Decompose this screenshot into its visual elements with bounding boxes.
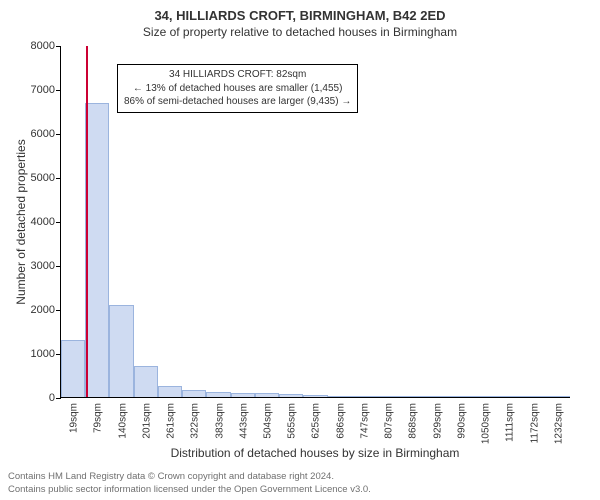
x-tick-label: 1050sqm	[479, 403, 492, 444]
x-tick-label: 929sqm	[430, 403, 443, 439]
histogram-bar	[400, 396, 424, 397]
histogram-bar	[255, 393, 279, 397]
histogram-bar	[134, 366, 158, 397]
y-tick-label: 1000	[31, 348, 61, 360]
histogram-bar	[279, 394, 303, 398]
x-tick-label: 747sqm	[357, 403, 370, 439]
histogram-bar	[85, 103, 109, 397]
histogram-bar	[376, 396, 400, 397]
x-tick-label: 565sqm	[285, 403, 298, 439]
chart-container: 34, HILLIARDS CROFT, BIRMINGHAM, B42 2ED…	[0, 0, 600, 500]
histogram-bar	[61, 340, 85, 397]
chart-title: 34, HILLIARDS CROFT, BIRMINGHAM, B42 2ED	[0, 0, 600, 23]
plot-area: 19sqm79sqm140sqm201sqm261sqm322sqm383sqm…	[60, 46, 570, 398]
histogram-bar	[109, 305, 133, 397]
histogram-bar	[231, 393, 255, 397]
y-tick-label: 2000	[31, 304, 61, 316]
histogram-bar	[425, 396, 449, 397]
property-marker-line	[86, 46, 88, 397]
x-tick-label: 322sqm	[188, 403, 201, 439]
x-tick-label: 990sqm	[454, 403, 467, 439]
x-tick-label: 625sqm	[309, 403, 322, 439]
bar-slot: 868sqm	[400, 46, 424, 397]
y-tick-label: 6000	[31, 128, 61, 140]
x-tick-label: 504sqm	[260, 403, 273, 439]
property-callout: 34 HILLIARDS CROFT: 82sqm ← 13% of detac…	[117, 64, 358, 113]
histogram-bar	[546, 396, 570, 397]
histogram-bar	[303, 395, 327, 397]
y-tick-label: 4000	[31, 216, 61, 228]
histogram-bar	[497, 396, 521, 397]
bar-slot: 1172sqm	[521, 46, 545, 397]
bar-slot: 19sqm	[61, 46, 85, 397]
footer-line2: Contains public sector information licen…	[8, 484, 592, 496]
bar-slot: 1111sqm	[497, 46, 521, 397]
callout-line2: ← 13% of detached houses are smaller (1,…	[124, 82, 351, 96]
x-tick-label: 140sqm	[115, 403, 128, 439]
histogram-bar	[328, 396, 352, 397]
histogram-bar	[206, 392, 230, 397]
chart-subtitle: Size of property relative to detached ho…	[0, 23, 600, 43]
x-tick-label: 443sqm	[236, 403, 249, 439]
plot-area-wrap: 19sqm79sqm140sqm201sqm261sqm322sqm383sqm…	[60, 46, 570, 398]
histogram-bar	[473, 396, 497, 397]
bar-slot: 929sqm	[425, 46, 449, 397]
x-tick-label: 383sqm	[212, 403, 225, 439]
x-tick-label: 686sqm	[333, 403, 346, 439]
y-tick-label: 5000	[31, 172, 61, 184]
x-tick-label: 807sqm	[382, 403, 395, 439]
y-tick-label: 0	[49, 392, 61, 404]
x-tick-label: 1111sqm	[503, 403, 516, 442]
x-tick-label: 79sqm	[91, 403, 104, 433]
bar-slot: 1050sqm	[473, 46, 497, 397]
bar-slot: 1232sqm	[546, 46, 570, 397]
x-tick-label: 19sqm	[67, 403, 80, 433]
bar-slot: 807sqm	[376, 46, 400, 397]
x-axis-label: Distribution of detached houses by size …	[60, 446, 570, 460]
histogram-bar	[158, 386, 182, 397]
x-tick-label: 1232sqm	[551, 403, 564, 444]
histogram-bar	[449, 396, 473, 397]
histogram-bar	[182, 390, 206, 397]
footer-line1: Contains HM Land Registry data © Crown c…	[8, 471, 592, 483]
bar-slot: 990sqm	[449, 46, 473, 397]
callout-line3: 86% of semi-detached houses are larger (…	[124, 95, 351, 109]
histogram-bar	[521, 396, 545, 397]
x-tick-label: 201sqm	[139, 403, 152, 439]
y-tick-label: 7000	[31, 84, 61, 96]
bar-slot: 79sqm	[85, 46, 109, 397]
x-tick-label: 261sqm	[164, 403, 177, 439]
y-axis-label: Number of detached properties	[14, 46, 28, 398]
histogram-bar	[352, 396, 376, 397]
y-tick-label: 8000	[31, 40, 61, 52]
y-tick-label: 3000	[31, 260, 61, 272]
callout-line1: 34 HILLIARDS CROFT: 82sqm	[124, 68, 351, 82]
x-tick-label: 868sqm	[406, 403, 419, 439]
x-tick-label: 1172sqm	[527, 403, 540, 443]
footer: Contains HM Land Registry data © Crown c…	[8, 471, 592, 496]
